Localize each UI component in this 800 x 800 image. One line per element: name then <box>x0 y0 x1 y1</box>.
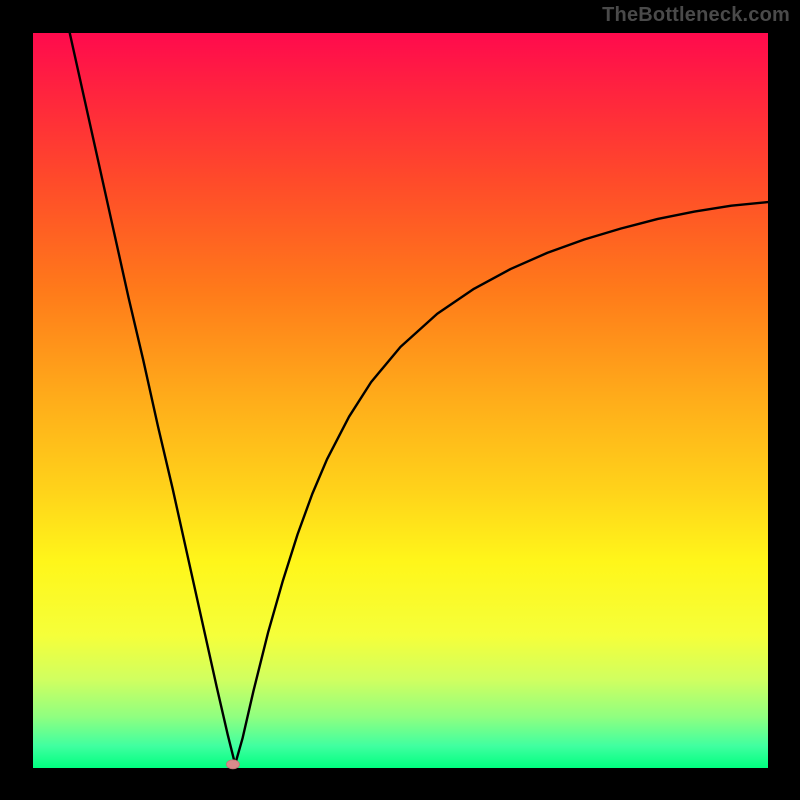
chart-frame: TheBottleneck.com <box>0 0 800 800</box>
attribution-text: TheBottleneck.com <box>602 4 790 27</box>
plot-area <box>33 33 768 768</box>
